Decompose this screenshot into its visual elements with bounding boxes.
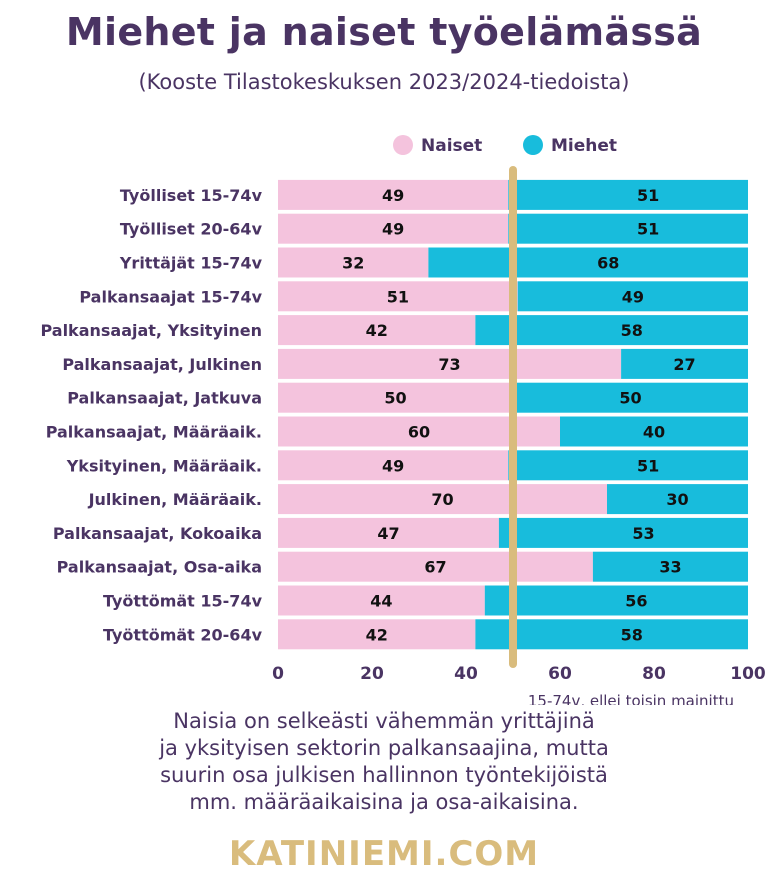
data-label-naiset: 44 (370, 592, 392, 611)
category-label: Yksityinen, Määräaik. (66, 456, 262, 475)
category-label: Työttömät 15-74v (103, 592, 263, 611)
data-label-miehet: 58 (621, 625, 643, 644)
data-label-miehet: 33 (659, 558, 681, 577)
bar-naiset (278, 517, 499, 548)
data-label-naiset: 42 (366, 625, 388, 644)
bar-naiset (278, 281, 518, 312)
category-label: Palkansaajat, Määräaik. (46, 423, 262, 442)
bar-miehet (508, 450, 748, 481)
data-label-miehet: 68 (597, 254, 619, 273)
bar-naiset (278, 213, 509, 244)
bar-naiset (278, 450, 509, 481)
category-label: Yrittäjät 15-74v (119, 254, 263, 273)
footnote-line: mm. määräaikaisina ja osa-aikaisina. (189, 790, 579, 814)
data-label-miehet: 58 (621, 321, 643, 340)
chart-note: 15-74v, ellei toisin mainittu (528, 692, 734, 705)
brand-logo-text: KATINIEMI.COM (228, 834, 540, 874)
x-tick-label: 60 (548, 664, 572, 684)
legend-label-naiset: Naiset (421, 136, 482, 156)
data-label-miehet: 50 (619, 389, 641, 408)
bar-naiset (278, 619, 476, 650)
data-label-naiset: 50 (384, 389, 406, 408)
chart-subtitle: (Kooste Tilastokeskuksen 2023/2024-tiedo… (138, 70, 630, 94)
legend-swatch-miehet (523, 135, 543, 155)
bar-miehet (508, 213, 748, 244)
category-label: Työlliset 20-64v (120, 220, 263, 239)
category-label: Palkansaajat, Julkinen (62, 355, 262, 374)
data-label-miehet: 53 (632, 524, 654, 543)
data-label-naiset: 49 (382, 186, 404, 205)
bar-naiset (278, 179, 509, 210)
bar-naiset (278, 382, 513, 413)
category-label: Palkansaajat 15-74v (79, 287, 262, 306)
category-label: Julkinen, Määräaik. (88, 490, 262, 509)
category-label: Palkansaajat, Osa-aika (57, 558, 262, 577)
x-tick-label: 40 (454, 664, 478, 684)
data-label-naiset: 32 (342, 254, 364, 273)
data-label-miehet: 27 (673, 355, 695, 374)
legend-label-miehet: Miehet (551, 136, 617, 156)
bar-naiset (278, 247, 429, 278)
data-label-naiset: 60 (408, 423, 430, 442)
reference-line-50 (509, 166, 517, 668)
data-label-miehet: 40 (643, 423, 665, 442)
data-label-miehet: 51 (637, 186, 659, 205)
data-label-naiset: 67 (424, 558, 446, 577)
bar-naiset (278, 484, 607, 515)
data-label-miehet: 49 (622, 287, 644, 306)
bar-miehet (517, 281, 748, 312)
bar-miehet (508, 179, 748, 210)
data-label-naiset: 51 (387, 287, 409, 306)
bar-naiset (278, 585, 485, 616)
data-label-naiset: 73 (438, 355, 460, 374)
data-label-naiset: 49 (382, 456, 404, 475)
category-label: Työlliset 15-74v (120, 186, 263, 205)
bar-miehet (607, 484, 748, 515)
data-label-miehet: 56 (625, 592, 647, 611)
bar-miehet (513, 382, 748, 413)
bar-miehet (475, 619, 748, 650)
data-label-miehet: 51 (637, 456, 659, 475)
bar-miehet (621, 348, 748, 379)
x-tick-label: 20 (360, 664, 384, 684)
bar-naiset (278, 551, 593, 582)
bar-miehet (428, 247, 748, 278)
footnote-line: suurin osa julkisen hallinnon työntekijö… (160, 763, 608, 787)
data-label-miehet: 30 (666, 490, 688, 509)
bar-naiset (278, 348, 622, 379)
data-label-naiset: 42 (366, 321, 388, 340)
chart-title: Miehet ja naiset työelämässä (65, 10, 703, 54)
bar-miehet (475, 315, 748, 346)
bar-miehet (592, 551, 748, 582)
x-tick-label: 0 (272, 664, 284, 684)
data-label-naiset: 47 (377, 524, 399, 543)
stacked-bar-chart: Naiset Miehet Työlliset 15-74v 49 51 Työllise… (40, 135, 766, 705)
footnote-line: ja yksityisen sektorin palkansaajina, mu… (159, 736, 609, 760)
legend-swatch-naiset (393, 135, 413, 155)
category-label: Palkansaajat, Kokoaika (53, 524, 262, 543)
bar-naiset (278, 315, 476, 346)
x-tick-label: 80 (642, 664, 666, 684)
category-label: Palkansaajat, Yksityinen (40, 321, 262, 340)
bar-miehet (498, 517, 748, 548)
bar-miehet (484, 585, 748, 616)
category-label: Palkansaajat, Jatkuva (67, 389, 262, 408)
footnote-line: Naisia on selkeästi vähemmän yrittäjinä (173, 709, 595, 733)
data-label-naiset: 70 (431, 490, 453, 509)
bar-miehet (560, 416, 748, 447)
x-tick-label: 100 (730, 664, 766, 684)
data-label-naiset: 49 (382, 220, 404, 239)
chart-footnote: Naisia on selkeästi vähemmän yrittäjinä … (0, 708, 768, 816)
category-label: Työttömät 20-64v (103, 625, 263, 644)
data-label-miehet: 51 (637, 220, 659, 239)
